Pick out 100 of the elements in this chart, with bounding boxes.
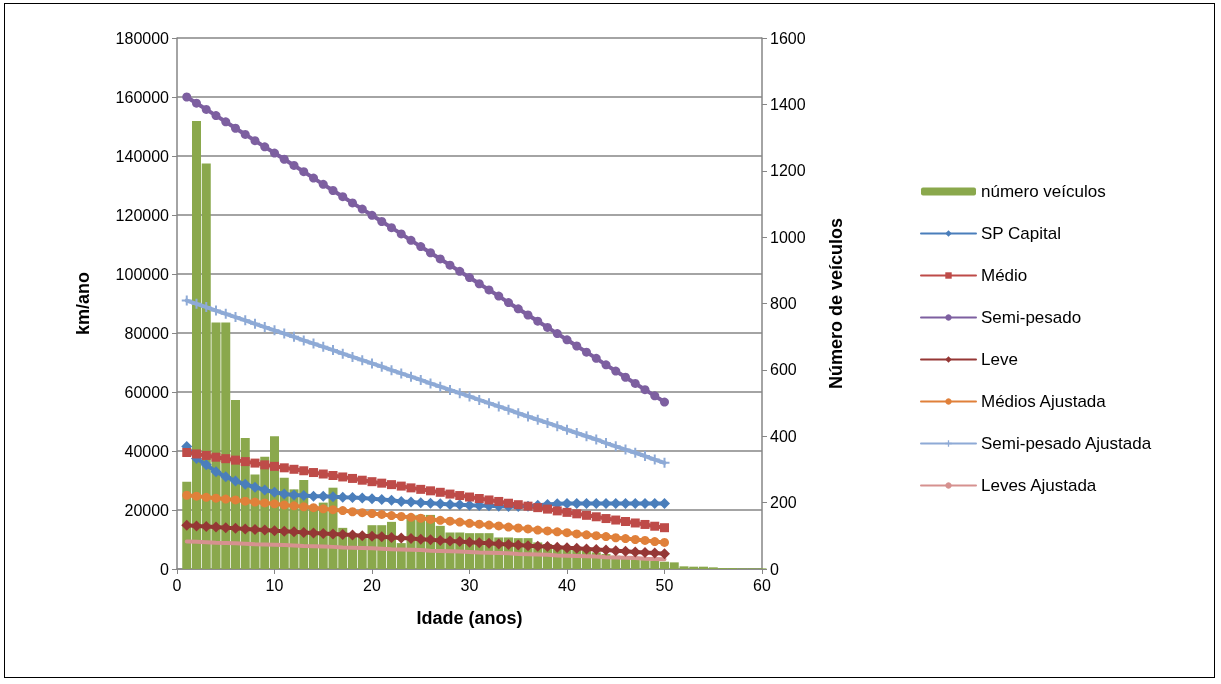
point: [318, 504, 328, 514]
point: [435, 381, 446, 392]
point: [299, 502, 309, 512]
point: [289, 331, 299, 342]
point: [200, 459, 212, 471]
point: [279, 500, 289, 510]
y2-tick-label: 1400: [770, 95, 806, 113]
point: [396, 368, 407, 379]
y-tick-label: 160000: [115, 88, 170, 106]
point: [182, 490, 192, 500]
point: [426, 248, 435, 258]
point: [611, 366, 621, 376]
point: [220, 308, 231, 319]
point: [660, 537, 669, 547]
point: [221, 494, 231, 504]
point: [416, 513, 426, 523]
point: [523, 411, 533, 422]
point: [552, 527, 562, 537]
point: [542, 417, 553, 428]
point: [445, 489, 455, 499]
point: [494, 291, 504, 301]
point: [231, 123, 240, 133]
point: [338, 192, 348, 202]
point: [621, 517, 630, 527]
point: [445, 516, 455, 526]
point: [581, 498, 592, 510]
point: [269, 325, 280, 336]
point: [474, 394, 485, 405]
point: [504, 498, 513, 508]
point: [308, 527, 319, 539]
point: [240, 496, 250, 506]
point: [650, 391, 660, 401]
point: [308, 338, 319, 349]
point: [532, 414, 543, 425]
point: [601, 532, 611, 542]
point: [455, 517, 465, 527]
point: [601, 514, 611, 524]
point: [572, 341, 582, 351]
point: [465, 492, 474, 502]
point: [396, 229, 406, 239]
point: [289, 501, 299, 511]
point: [387, 223, 396, 233]
point: [620, 545, 631, 557]
point: [630, 447, 641, 458]
point: [610, 441, 621, 452]
point: [387, 480, 396, 490]
point: [396, 511, 406, 521]
point: [201, 450, 211, 460]
point: [445, 384, 455, 395]
point: [337, 348, 348, 359]
point: [465, 273, 474, 283]
point: [611, 515, 621, 525]
point: [601, 360, 611, 370]
point: [386, 494, 397, 506]
point: [377, 509, 387, 519]
point: [211, 452, 221, 462]
y2-tick-label: 1000: [770, 228, 806, 246]
point: [192, 98, 201, 108]
y2-tick-label: 200: [770, 494, 797, 512]
point: [455, 491, 465, 501]
point: [211, 305, 221, 316]
point: [220, 471, 232, 483]
point: [201, 302, 212, 313]
point: [494, 521, 504, 531]
point: [406, 371, 416, 382]
point: [601, 438, 611, 449]
point: [270, 461, 279, 471]
point: [552, 329, 562, 339]
point: [182, 447, 192, 457]
point: [240, 315, 251, 326]
point: [552, 421, 563, 432]
point: [357, 204, 367, 214]
point: [474, 493, 484, 503]
point: [591, 512, 601, 522]
point: [416, 484, 426, 494]
point: [474, 279, 484, 289]
point: [630, 535, 640, 544]
y-tick-label: 120000: [115, 206, 170, 224]
point: [260, 142, 270, 152]
point: [347, 529, 358, 541]
point: [659, 548, 670, 560]
point: [192, 449, 201, 459]
point: [191, 298, 202, 309]
point: [318, 341, 329, 352]
point: [484, 520, 494, 530]
point: [562, 424, 572, 435]
point: [660, 397, 669, 407]
y2-tick-label: 600: [770, 361, 797, 379]
point: [260, 460, 270, 470]
point: [347, 351, 358, 362]
point: [406, 512, 416, 522]
point: [367, 477, 377, 487]
point: [347, 492, 358, 504]
point: [523, 310, 533, 320]
y2-tick-label: 1600: [770, 29, 806, 47]
point: [445, 260, 455, 270]
point: [600, 544, 612, 556]
point: [357, 475, 367, 485]
point: [591, 353, 601, 363]
point: [454, 388, 465, 399]
